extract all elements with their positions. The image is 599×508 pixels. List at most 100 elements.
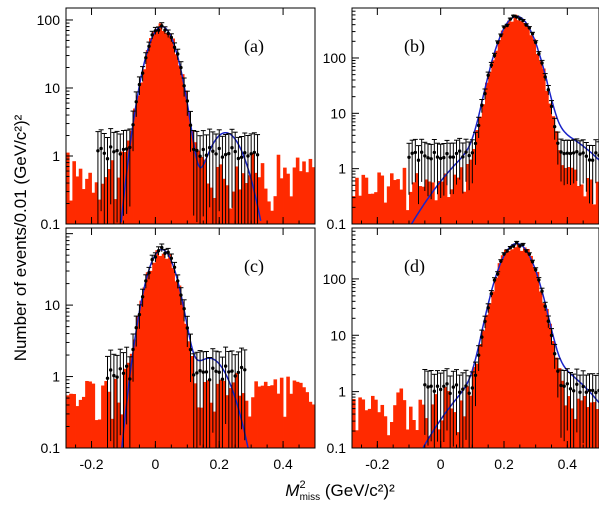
- data-point-18: [463, 138, 469, 182]
- histogram-bar-25: [431, 182, 435, 224]
- y-tick-label-3: 100: [37, 12, 61, 28]
- data-point-2: [101, 133, 107, 224]
- data-marker: [581, 151, 585, 155]
- data-point-12: [133, 91, 139, 117]
- data-marker: [540, 61, 544, 65]
- histogram-bar-24: [428, 436, 432, 448]
- x-tick-label-0: -0.2: [79, 456, 103, 472]
- data-marker: [435, 384, 440, 388]
- histogram-bar-70: [573, 418, 578, 448]
- data-marker: [105, 157, 110, 161]
- data-marker: [527, 26, 532, 30]
- data-point-36: [520, 18, 526, 23]
- data-point-3: [431, 373, 437, 448]
- histogram-bar-67: [564, 405, 568, 448]
- data-point-20: [168, 253, 174, 264]
- data-point-28: [194, 351, 200, 448]
- histogram-bar-19: [126, 362, 131, 448]
- histogram-bar-40: [193, 142, 198, 224]
- data-point-29: [188, 110, 193, 152]
- histogram-bar-62: [548, 323, 552, 448]
- data-point-51: [583, 374, 589, 448]
- y-tick-label-3: 100: [323, 50, 347, 66]
- histogram-bar-24: [142, 287, 147, 448]
- data-point-13: [463, 369, 469, 440]
- histogram: [352, 14, 599, 225]
- histogram-bar-68: [567, 396, 571, 448]
- data-point-23: [168, 33, 174, 42]
- histogram-bar-23: [424, 179, 429, 224]
- histogram-bar-73: [299, 382, 303, 448]
- data-point-43: [242, 349, 248, 441]
- data-marker: [505, 23, 509, 28]
- data-marker: [464, 150, 468, 154]
- data-marker: [521, 18, 525, 23]
- histogram-bar-38: [472, 366, 476, 448]
- histogram-bar-36: [180, 301, 185, 448]
- data-point-24: [181, 299, 187, 322]
- x-tick-label-1: 0: [151, 456, 159, 472]
- histogram-bar-23: [139, 300, 144, 448]
- histogram-bar-59: [538, 291, 543, 448]
- histogram-bar-5: [367, 408, 372, 448]
- data-marker: [533, 40, 538, 45]
- histogram-bar-54: [523, 247, 527, 448]
- x-tick-label-0: -0.2: [365, 456, 389, 472]
- data-marker: [243, 151, 247, 155]
- data-point-31: [504, 23, 510, 28]
- histogram-bar-45: [209, 187, 214, 224]
- data-marker: [214, 152, 218, 156]
- data-marker: [511, 244, 516, 248]
- data-point-41: [536, 51, 542, 56]
- histogram-bar-39: [475, 363, 480, 448]
- histogram-bar-76: [308, 401, 313, 448]
- histogram-bar-17: [120, 414, 124, 448]
- data-marker: [128, 377, 132, 381]
- histogram-bar-19: [126, 140, 131, 224]
- data-marker: [176, 52, 180, 56]
- data-marker: [432, 150, 437, 155]
- data-point-45: [549, 100, 554, 115]
- data-point-58: [590, 145, 596, 204]
- histogram-bar-64: [554, 357, 559, 448]
- data-marker: [134, 100, 138, 104]
- histogram-bar-17: [405, 429, 410, 448]
- data-marker: [96, 149, 100, 153]
- data-marker: [464, 384, 468, 388]
- histogram-bar-73: [583, 196, 587, 224]
- histogram-bar-31: [164, 32, 169, 225]
- histogram-bar-36: [466, 386, 470, 448]
- histogram-bar-76: [308, 158, 313, 224]
- data-point-17: [460, 142, 466, 194]
- data-point-7: [117, 133, 123, 224]
- data-point-12: [460, 372, 466, 448]
- histogram-bar-76: [592, 402, 597, 448]
- data-point-15: [454, 139, 459, 185]
- data-marker: [448, 391, 452, 396]
- histogram-bar-72: [580, 184, 584, 224]
- data-point-2: [428, 370, 434, 442]
- data-point-45: [564, 368, 570, 431]
- data-marker: [578, 152, 582, 156]
- data-point-27: [181, 77, 187, 97]
- data-point-10: [454, 369, 459, 436]
- data-point-6: [124, 346, 130, 425]
- y-axis-title: Number of events/0.01 (GeV/c²)²: [11, 114, 30, 361]
- histogram-bar-16: [117, 402, 121, 448]
- data-marker: [499, 33, 503, 38]
- histogram-bar-67: [279, 377, 284, 448]
- histogram-bar-36: [466, 163, 470, 224]
- data-point-36: [210, 131, 216, 224]
- data-marker: [243, 368, 247, 372]
- data-point-46: [568, 372, 573, 448]
- histogram-bar-7: [374, 399, 378, 448]
- histogram-bar-7: [374, 192, 378, 224]
- data-marker: [590, 158, 595, 162]
- data-point-6: [425, 143, 431, 197]
- histogram-bar-69: [570, 167, 575, 224]
- x-axis-title-sup: 2: [299, 479, 305, 491]
- data-marker: [118, 152, 122, 156]
- data-point-32: [507, 17, 513, 21]
- data-marker: [518, 17, 522, 21]
- histogram-bar-50: [225, 395, 230, 448]
